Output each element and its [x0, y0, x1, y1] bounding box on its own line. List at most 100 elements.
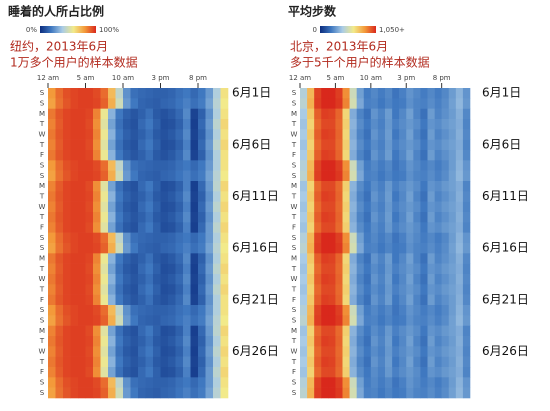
- heat-cell: [377, 139, 386, 151]
- heat-cell: [123, 98, 131, 109]
- heat-cell: [183, 201, 191, 213]
- heat-cell: [406, 253, 414, 264]
- x-tick-label: 12 am: [37, 74, 59, 82]
- heat-cell: [183, 387, 191, 399]
- heat-cell: [123, 201, 131, 213]
- heat-cell: [138, 377, 146, 388]
- heat-cell: [300, 108, 308, 120]
- heat-cell: [399, 150, 407, 161]
- heat-cell: [300, 305, 308, 316]
- heat-cell: [160, 201, 169, 213]
- heat-cell: [342, 170, 350, 182]
- heat-cell: [115, 150, 124, 161]
- heat-cell: [335, 160, 343, 171]
- heat-cell: [363, 98, 372, 109]
- heat-cell: [434, 108, 442, 120]
- heat-cell: [160, 367, 169, 378]
- heat-cell: [78, 325, 86, 337]
- heat-cell: [448, 253, 457, 264]
- heat-cell: [115, 222, 124, 233]
- heat-cell: [363, 108, 372, 120]
- heat-cell: [115, 212, 124, 223]
- heat-cell: [70, 274, 79, 285]
- heat-cell: [190, 181, 199, 192]
- heat-cell: [108, 222, 116, 233]
- heat-cell: [406, 201, 414, 213]
- heat-cell: [385, 253, 393, 264]
- heat-cell: [48, 108, 56, 120]
- heat-cell: [123, 232, 131, 244]
- heat-cell: [399, 284, 407, 295]
- heat-cell: [392, 181, 400, 192]
- heat-cell: [183, 263, 191, 275]
- heat-cell: [420, 181, 428, 192]
- heat-cell: [70, 119, 79, 130]
- heat-cell: [349, 160, 357, 171]
- heat-cell: [160, 294, 169, 306]
- heat-cell: [205, 387, 214, 399]
- day-label: T: [291, 265, 297, 273]
- heat-cell: [48, 243, 56, 254]
- heat-cell: [48, 284, 56, 295]
- day-label: S: [292, 172, 297, 180]
- heat-cell: [342, 377, 350, 388]
- heat-cell: [307, 305, 315, 316]
- heat-cell: [115, 119, 124, 130]
- heat-cell: [441, 294, 450, 306]
- x-tick-label: 3 pm: [152, 74, 170, 82]
- heat-cell: [434, 243, 442, 254]
- heat-cell: [314, 294, 322, 306]
- heat-cell: [93, 367, 101, 378]
- heat-cell: [413, 119, 421, 130]
- heat-cell: [406, 336, 414, 347]
- heat-cell: [462, 263, 471, 275]
- heat-cell: [462, 346, 471, 357]
- heat-cell: [108, 119, 116, 130]
- heat-cell: [392, 212, 400, 223]
- heat-cell: [168, 191, 176, 202]
- heat-cell: [385, 325, 393, 337]
- heat-cell: [356, 315, 365, 326]
- heat-cell: [342, 139, 350, 151]
- heat-cell: [328, 150, 336, 161]
- heat-cell: [399, 98, 407, 109]
- heat-cell: [420, 222, 428, 233]
- date-label: 6月6日: [232, 137, 271, 151]
- heat-cell: [434, 181, 442, 192]
- heat-cell: [205, 88, 214, 99]
- heat-cell: [300, 232, 308, 244]
- heat-cell: [205, 232, 214, 244]
- heat-cell: [462, 305, 471, 316]
- heat-cell: [328, 191, 336, 202]
- heat-cell: [462, 119, 471, 130]
- heat-cell: [115, 243, 124, 254]
- heat-cell: [314, 263, 322, 275]
- heat-cell: [455, 325, 464, 337]
- heat-cell: [220, 294, 229, 306]
- heat-cell: [168, 305, 176, 316]
- heat-cell: [300, 98, 308, 109]
- heat-cell: [168, 377, 176, 388]
- heat-cell: [377, 170, 386, 182]
- heat-cell: [85, 212, 94, 223]
- heat-cell: [420, 325, 428, 337]
- heat-cell: [434, 232, 442, 244]
- heat-cell: [55, 222, 64, 233]
- heat-cell: [153, 191, 161, 202]
- heat-cell: [370, 284, 379, 295]
- heat-cell: [356, 150, 365, 161]
- heat-cell: [183, 336, 191, 347]
- heat-cell: [392, 98, 400, 109]
- heat-cell: [130, 387, 139, 399]
- heat-cell: [300, 160, 308, 171]
- heat-cell: [78, 367, 86, 378]
- heat-cell: [399, 232, 407, 244]
- heat-cell: [160, 191, 169, 202]
- heat-cell: [190, 98, 199, 109]
- heat-cell: [205, 315, 214, 326]
- heat-cell: [85, 367, 94, 378]
- heat-cell: [198, 160, 206, 171]
- heat-cell: [93, 336, 101, 347]
- heat-cell: [441, 108, 450, 120]
- heat-cell: [335, 387, 343, 399]
